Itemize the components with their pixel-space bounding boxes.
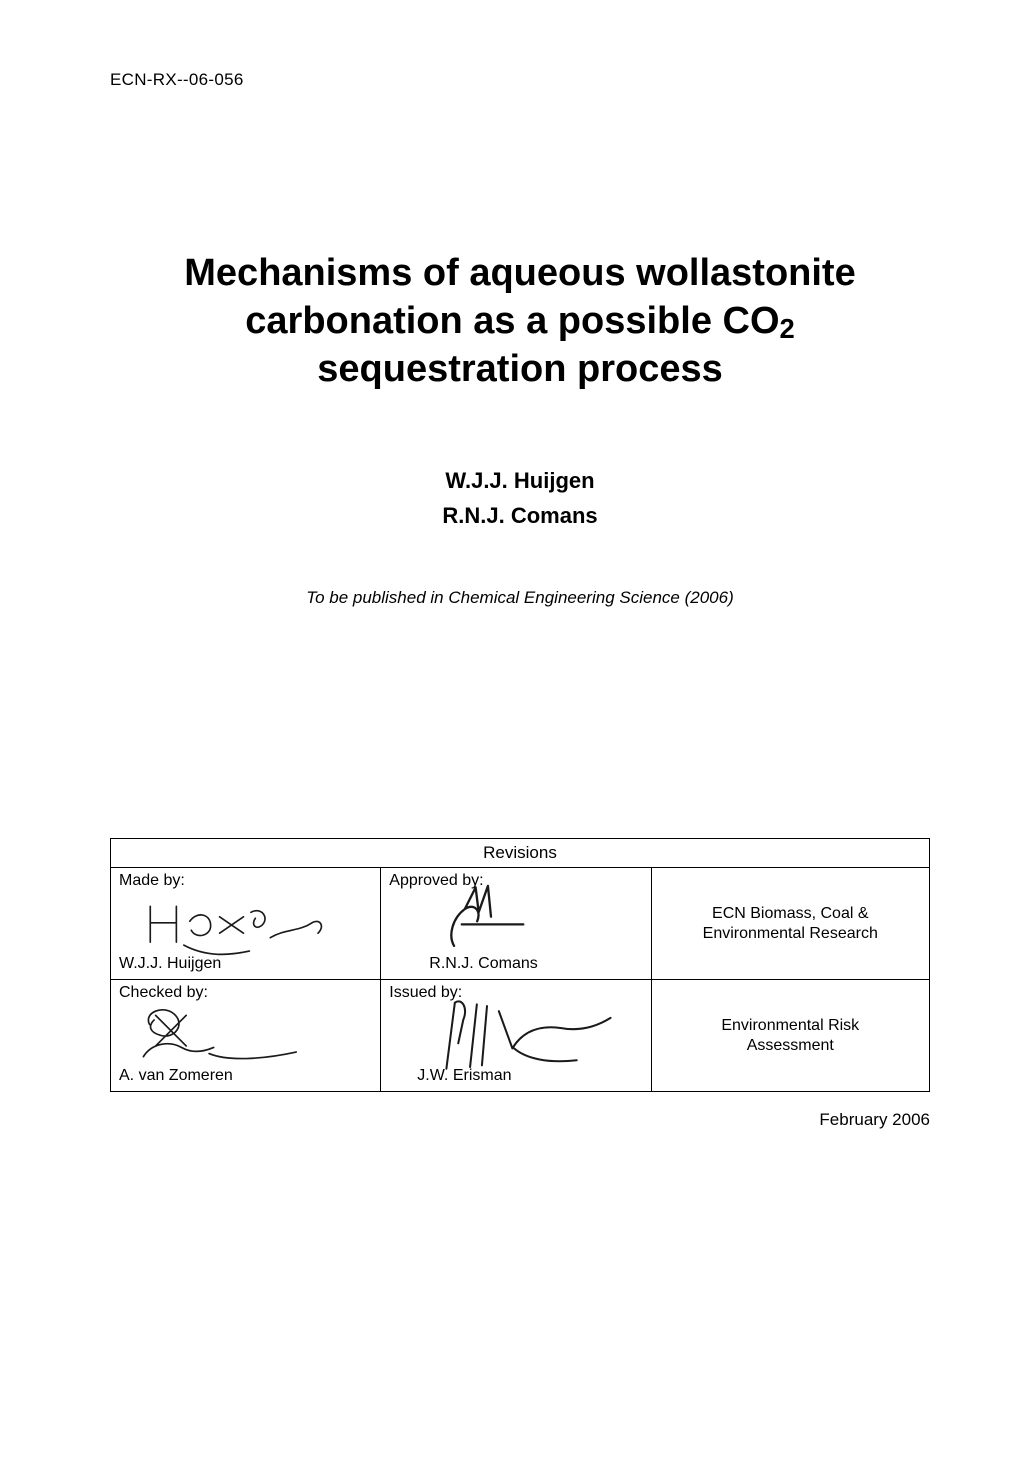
issued-by-cell: Issued by: J.W. Erisman [381,980,651,1092]
made-by-cell: Made by: W.J.J. Huijgen [111,868,381,980]
page: ECN-RX--06-056 Mechanisms of aqueous wol… [0,0,1020,1465]
table-row: Made by: W.J.J. Huijgen Approved by: R.N… [111,868,930,980]
dept2-line1: Environmental Risk [721,1016,859,1036]
dept-cell-1: ECN Biomass, Coal & Environmental Resear… [651,868,929,980]
dept1-line2: Environmental Research [703,924,878,944]
title-line2: carbonation as a possible CO2 [110,298,930,346]
dept1-line1: ECN Biomass, Coal & [712,904,869,924]
checked-by-name: A. van Zomeren [119,1067,233,1085]
title-line2-sub: 2 [780,312,795,343]
title-line2-pre: carbonation as a possible CO [245,300,779,342]
authors: W.J.J. Huijgen R.N.J. Comans [110,463,930,533]
signature-vanzomeren [117,994,347,1078]
title: Mechanisms of aqueous wollastonite carbo… [110,250,930,393]
issued-by-label: Issued by: [389,984,642,1002]
author-2: R.N.J. Comans [110,498,930,533]
revisions-header-row: Revisions [111,839,930,868]
revisions-table: Revisions Made by: W.J.J. Huijgen Approv… [110,838,930,1092]
dept-cell-2: Environmental Risk Assessment [651,980,929,1092]
checked-by-label: Checked by: [119,984,372,1002]
title-line3: sequestration process [110,346,930,394]
signature-huijgen [121,884,351,966]
footer-date: February 2006 [110,1110,930,1130]
revisions-header: Revisions [111,839,930,868]
report-id: ECN-RX--06-056 [110,70,930,90]
author-1: W.J.J. Huijgen [110,463,930,498]
table-row: Checked by: A. van Zomeren Issued by: J.… [111,980,930,1092]
dept2-line2: Assessment [747,1036,834,1056]
made-by-label: Made by: [119,872,372,890]
title-line1: Mechanisms of aqueous wollastonite [110,250,930,298]
publication-note: To be published in Chemical Engineering … [110,588,930,608]
approved-by-label: Approved by: [389,872,642,890]
checked-by-cell: Checked by: A. van Zomeren [111,980,381,1092]
made-by-name: W.J.J. Huijgen [119,955,221,973]
approved-by-cell: Approved by: R.N.J. Comans [381,868,651,980]
approved-by-name: R.N.J. Comans [429,955,537,973]
issued-by-name: J.W. Erisman [417,1067,511,1085]
